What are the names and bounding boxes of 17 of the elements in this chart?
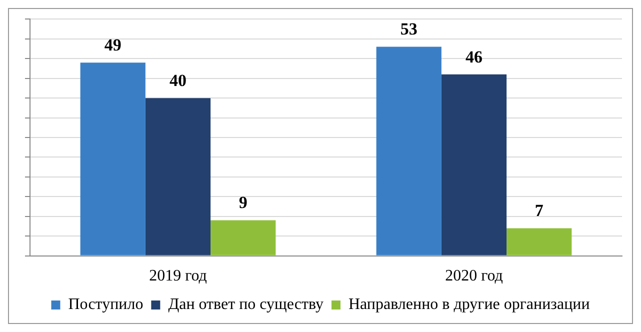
data-label: 53: [400, 20, 418, 39]
data-label: 7: [534, 201, 544, 220]
legend-label: Направленно в другие организации: [348, 296, 590, 314]
data-label: 40: [170, 70, 186, 90]
bar: [376, 46, 442, 256]
legend-label: Дан ответ по существу: [168, 296, 324, 314]
bar: [145, 98, 211, 256]
data-label: 49: [104, 35, 122, 54]
data-label: 9: [238, 193, 248, 212]
bar: [506, 228, 572, 256]
x-tick-label: 2020 год: [445, 268, 503, 285]
bar: [441, 74, 507, 256]
data-label: 46: [466, 47, 482, 66]
x-tick-label: 2019 год: [149, 268, 207, 285]
legend-label: Поступило: [68, 296, 144, 314]
bar: [80, 62, 146, 256]
bar: [210, 220, 276, 256]
